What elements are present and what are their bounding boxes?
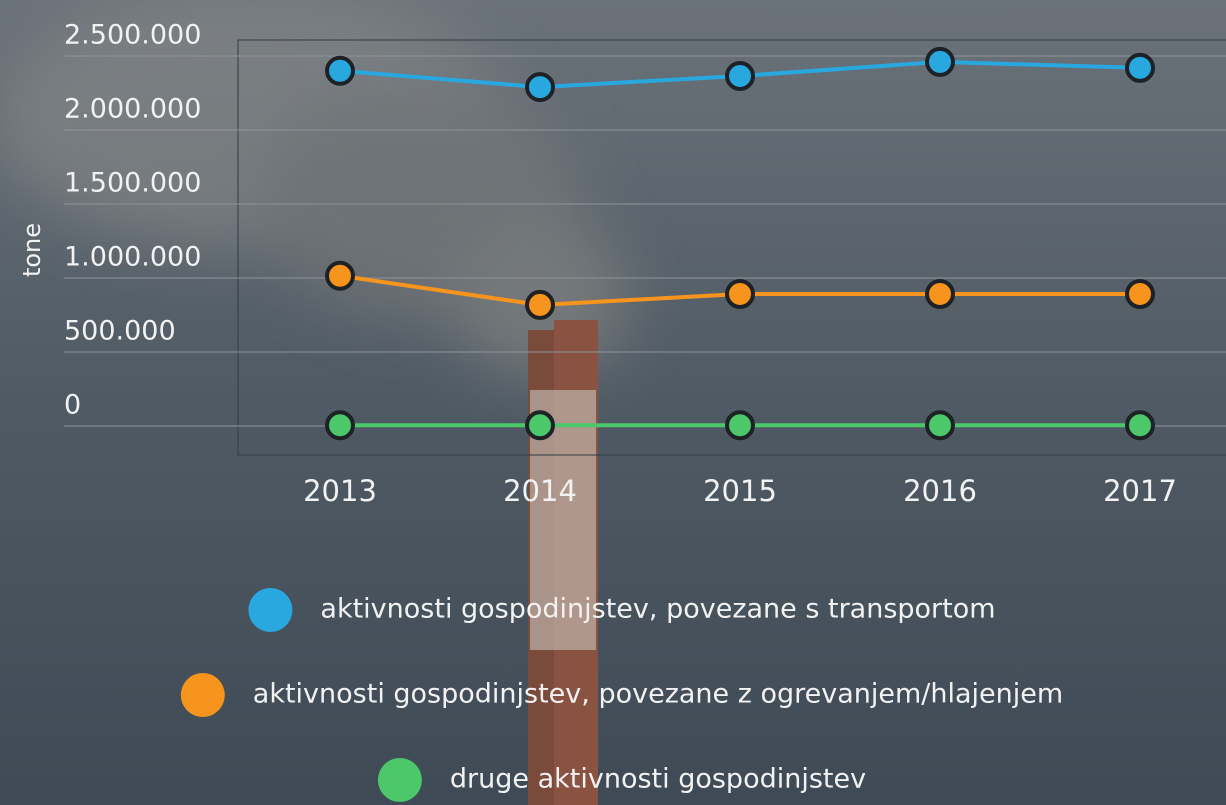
data-point	[1127, 55, 1153, 81]
x-tick-label: 2015	[703, 474, 777, 508]
data-point	[727, 281, 753, 307]
x-tick-label: 2014	[503, 474, 577, 508]
data-point	[527, 74, 553, 100]
legend-swatch	[248, 588, 292, 632]
data-point	[527, 292, 553, 318]
legend-swatch	[181, 673, 225, 717]
data-point	[1127, 281, 1153, 307]
x-tick-label: 2016	[903, 474, 977, 508]
x-tick-label: 2017	[1103, 474, 1177, 508]
y-axis-label: tone	[18, 223, 46, 277]
chart: tone 0 500.000 1.000.000 1.500.000 2.000.000…	[0, 0, 1226, 805]
y-tick-label: 500.000	[64, 316, 176, 347]
data-point	[327, 58, 353, 84]
legend-label: aktivnosti gospodinjstev, povezane z ogr…	[253, 679, 1063, 710]
data-point	[927, 49, 953, 75]
data-point	[527, 412, 553, 438]
y-tick-label: 2.500.000	[64, 20, 201, 51]
data-point	[927, 412, 953, 438]
y-tick-label: 0	[64, 390, 81, 421]
chimney	[528, 320, 598, 805]
data-point	[327, 263, 353, 289]
legend-label: druge aktivnosti gospodinjstev	[450, 764, 866, 795]
y-tick-label: 2.000.000	[64, 94, 201, 125]
data-point	[327, 412, 353, 438]
legend-swatch	[378, 758, 422, 802]
data-point	[1127, 412, 1153, 438]
data-point	[727, 412, 753, 438]
data-point	[927, 281, 953, 307]
data-point	[727, 63, 753, 89]
page: {"chart_data": {"type": "line", "y_label…	[0, 0, 1226, 805]
y-tick-label: 1.000.000	[64, 242, 201, 273]
x-tick-label: 2013	[303, 474, 377, 508]
legend-label: aktivnosti gospodinjstev, povezane s tra…	[320, 594, 995, 625]
y-tick-label: 1.500.000	[64, 168, 201, 199]
